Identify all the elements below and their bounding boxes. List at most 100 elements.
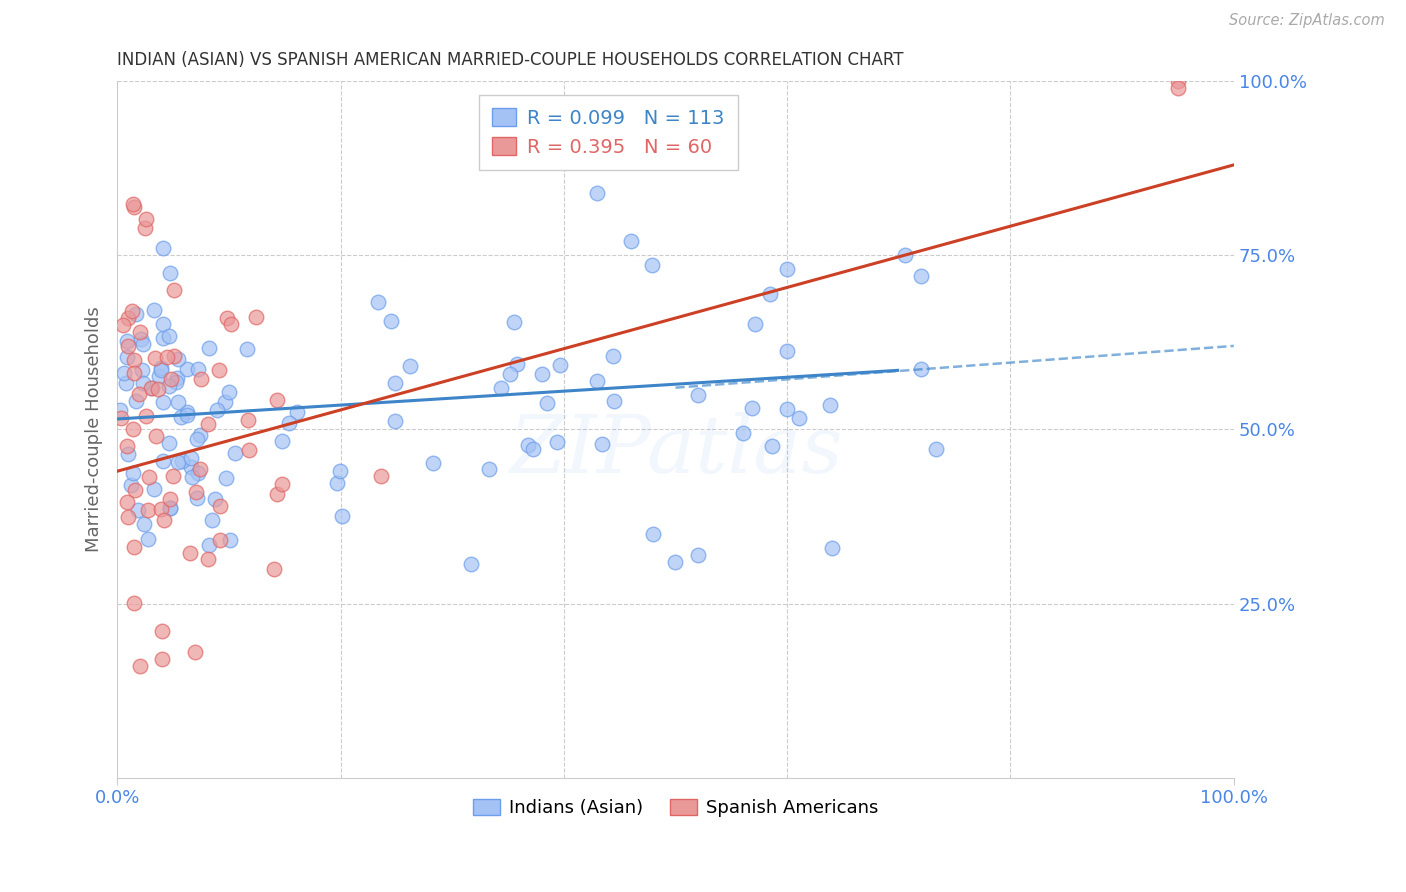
- Point: [893, 248, 915, 262]
- Point: [643, 527, 665, 541]
- Point: [142, 302, 165, 317]
- Text: ZIPatlas: ZIPatlas: [509, 411, 842, 489]
- Point: [152, 331, 174, 345]
- Point: [176, 362, 198, 376]
- Point: [209, 499, 232, 513]
- Point: [166, 395, 188, 409]
- Point: [150, 652, 173, 666]
- Point: [180, 460, 202, 475]
- Point: [117, 311, 139, 326]
- Point: [531, 367, 554, 381]
- Point: [686, 388, 709, 402]
- Point: [136, 503, 159, 517]
- Point: [112, 366, 135, 380]
- Point: [165, 376, 187, 390]
- Point: [218, 385, 240, 400]
- Point: [489, 382, 512, 396]
- Point: [128, 325, 150, 339]
- Point: [910, 269, 932, 284]
- Point: [219, 533, 242, 547]
- Point: [536, 395, 558, 409]
- Point: [134, 220, 156, 235]
- Point: [143, 351, 166, 365]
- Point: [591, 437, 613, 451]
- Point: [821, 541, 844, 555]
- Point: [208, 363, 231, 377]
- Point: [159, 491, 181, 506]
- Point: [460, 557, 482, 571]
- Point: [131, 336, 153, 351]
- Point: [1167, 74, 1189, 88]
- Point: [117, 447, 139, 461]
- Point: [238, 442, 260, 457]
- Point: [124, 483, 146, 498]
- Point: [132, 376, 155, 390]
- Point: [641, 258, 664, 272]
- Point: [120, 478, 142, 492]
- Point: [149, 361, 172, 376]
- Point: [115, 439, 138, 453]
- Point: [184, 645, 207, 659]
- Point: [124, 307, 146, 321]
- Y-axis label: Married-couple Households: Married-couple Households: [86, 307, 103, 552]
- Point: [124, 393, 146, 408]
- Point: [145, 428, 167, 442]
- Point: [422, 456, 444, 470]
- Point: [138, 532, 160, 546]
- Point: [180, 450, 202, 465]
- Point: [384, 414, 406, 428]
- Point: [602, 349, 624, 363]
- Point: [224, 445, 246, 459]
- Point: [179, 546, 201, 560]
- Point: [170, 409, 193, 424]
- Point: [159, 501, 181, 516]
- Point: [148, 369, 170, 384]
- Point: [776, 402, 799, 417]
- Point: [367, 295, 389, 310]
- Point: [731, 425, 754, 440]
- Point: [187, 362, 209, 376]
- Point: [131, 363, 153, 377]
- Point: [152, 318, 174, 332]
- Point: [925, 442, 948, 457]
- Point: [159, 266, 181, 280]
- Point: [159, 501, 181, 516]
- Point: [157, 379, 180, 393]
- Point: [188, 428, 211, 442]
- Point: [122, 467, 145, 481]
- Point: [117, 339, 139, 353]
- Point: [208, 533, 231, 548]
- Point: [820, 399, 842, 413]
- Point: [149, 363, 172, 377]
- Point: [620, 235, 643, 249]
- Point: [110, 410, 132, 425]
- Point: [287, 405, 309, 419]
- Point: [186, 491, 208, 505]
- Point: [122, 352, 145, 367]
- Point: [115, 495, 138, 509]
- Point: [776, 262, 799, 277]
- Point: [236, 343, 259, 357]
- Text: Source: ZipAtlas.com: Source: ZipAtlas.com: [1229, 13, 1385, 28]
- Point: [167, 351, 190, 366]
- Point: [516, 438, 538, 452]
- Point: [506, 357, 529, 371]
- Point: [686, 548, 709, 562]
- Point: [122, 200, 145, 214]
- Point: [128, 387, 150, 401]
- Point: [115, 334, 138, 349]
- Point: [245, 310, 267, 325]
- Point: [910, 362, 932, 376]
- Point: [370, 468, 392, 483]
- Point: [478, 462, 501, 476]
- Point: [217, 310, 239, 325]
- Point: [152, 453, 174, 467]
- Point: [384, 376, 406, 391]
- Point: [197, 552, 219, 566]
- Point: [219, 317, 242, 331]
- Point: [152, 395, 174, 409]
- Point: [201, 513, 224, 527]
- Point: [122, 196, 145, 211]
- Point: [270, 477, 292, 491]
- Point: [153, 513, 176, 527]
